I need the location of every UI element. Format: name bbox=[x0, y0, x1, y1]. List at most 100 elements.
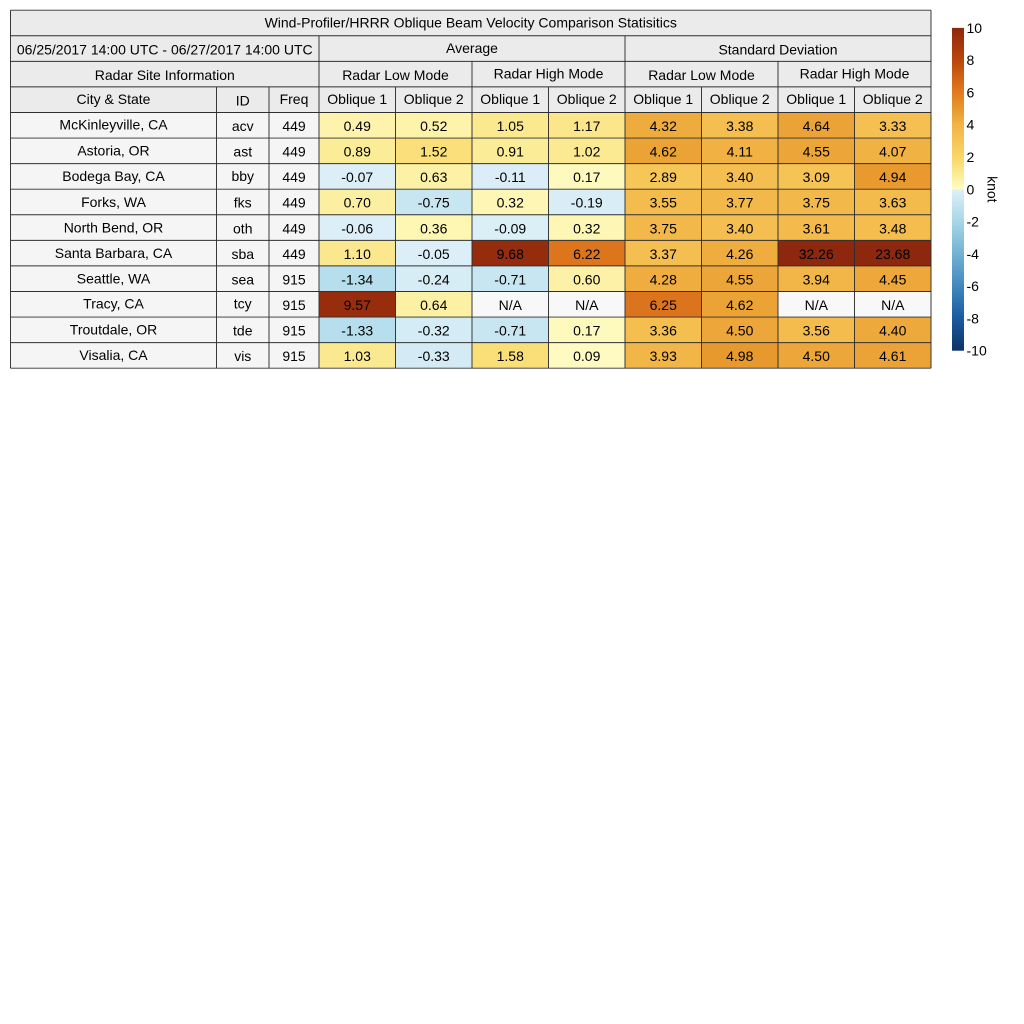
svg-text:N/A: N/A bbox=[881, 297, 905, 313]
svg-text:4.40: 4.40 bbox=[879, 323, 906, 339]
svg-text:4.62: 4.62 bbox=[650, 144, 677, 160]
svg-text:0.70: 0.70 bbox=[344, 195, 371, 211]
svg-text:-0.06: -0.06 bbox=[341, 220, 373, 236]
svg-text:1.02: 1.02 bbox=[573, 144, 600, 160]
svg-text:-10: -10 bbox=[967, 343, 987, 359]
svg-text:4.62: 4.62 bbox=[726, 297, 753, 313]
svg-text:1.52: 1.52 bbox=[420, 144, 447, 160]
svg-text:Oblique 1: Oblique 1 bbox=[786, 91, 846, 107]
svg-text:449: 449 bbox=[282, 118, 306, 134]
svg-text:3.61: 3.61 bbox=[803, 220, 830, 236]
svg-text:4.45: 4.45 bbox=[879, 271, 906, 287]
svg-text:3.40: 3.40 bbox=[726, 220, 753, 236]
svg-text:0: 0 bbox=[967, 181, 975, 197]
svg-text:06/25/2017 14:00 UTC - 06/27/2: 06/25/2017 14:00 UTC - 06/27/2017 14:00 … bbox=[17, 41, 313, 57]
svg-text:4.07: 4.07 bbox=[879, 144, 906, 160]
svg-text:Bodega Bay, CA: Bodega Bay, CA bbox=[62, 168, 165, 184]
svg-text:tcy: tcy bbox=[234, 296, 252, 312]
svg-text:0.89: 0.89 bbox=[344, 144, 371, 160]
svg-text:Oblique 1: Oblique 1 bbox=[327, 91, 387, 107]
svg-text:Oblique 1: Oblique 1 bbox=[633, 91, 693, 107]
svg-text:Radar Low Mode: Radar Low Mode bbox=[648, 67, 755, 83]
svg-text:-8: -8 bbox=[967, 310, 980, 326]
svg-text:4.61: 4.61 bbox=[879, 348, 906, 364]
svg-text:Seattle, WA: Seattle, WA bbox=[77, 271, 151, 287]
svg-text:4.32: 4.32 bbox=[650, 118, 677, 134]
svg-text:Radar High Mode: Radar High Mode bbox=[800, 65, 910, 81]
svg-text:-1.33: -1.33 bbox=[341, 323, 373, 339]
svg-text:1.10: 1.10 bbox=[344, 246, 371, 262]
svg-text:-2: -2 bbox=[967, 214, 980, 230]
svg-text:-0.32: -0.32 bbox=[418, 323, 450, 339]
svg-text:3.94: 3.94 bbox=[803, 271, 830, 287]
svg-text:0.60: 0.60 bbox=[573, 271, 600, 287]
svg-text:4.26: 4.26 bbox=[726, 246, 753, 262]
svg-text:McKinleyville, CA: McKinleyville, CA bbox=[59, 117, 168, 133]
svg-text:915: 915 bbox=[282, 271, 306, 287]
svg-text:N/A: N/A bbox=[499, 297, 523, 313]
svg-text:6.22: 6.22 bbox=[573, 246, 600, 262]
svg-text:3.40: 3.40 bbox=[726, 169, 753, 185]
svg-text:-0.71: -0.71 bbox=[494, 323, 526, 339]
svg-text:3.75: 3.75 bbox=[650, 220, 677, 236]
svg-text:knot: knot bbox=[985, 176, 1001, 203]
svg-text:3.55: 3.55 bbox=[650, 195, 677, 211]
svg-text:915: 915 bbox=[282, 323, 306, 339]
svg-text:9.57: 9.57 bbox=[344, 297, 371, 313]
svg-text:Oblique 2: Oblique 2 bbox=[863, 91, 923, 107]
svg-text:6.25: 6.25 bbox=[650, 297, 677, 313]
svg-text:-0.75: -0.75 bbox=[418, 195, 450, 211]
svg-text:8: 8 bbox=[967, 52, 975, 68]
svg-text:Freq: Freq bbox=[280, 91, 309, 107]
svg-text:0.91: 0.91 bbox=[497, 144, 524, 160]
svg-text:Wind-Profiler/HRRR Oblique Bea: Wind-Profiler/HRRR Oblique Beam Velocity… bbox=[265, 14, 677, 30]
svg-text:0.17: 0.17 bbox=[573, 323, 600, 339]
svg-text:-1.34: -1.34 bbox=[341, 271, 373, 287]
svg-text:3.93: 3.93 bbox=[650, 348, 677, 364]
svg-text:Standard Deviation: Standard Deviation bbox=[718, 41, 837, 57]
svg-text:Oblique 2: Oblique 2 bbox=[404, 91, 464, 107]
svg-text:-0.07: -0.07 bbox=[341, 169, 373, 185]
svg-text:32.26: 32.26 bbox=[799, 246, 834, 262]
svg-text:Visalia, CA: Visalia, CA bbox=[79, 347, 148, 363]
svg-text:449: 449 bbox=[282, 195, 306, 211]
svg-text:acv: acv bbox=[232, 118, 254, 134]
svg-text:1.03: 1.03 bbox=[344, 348, 371, 364]
svg-text:4.50: 4.50 bbox=[803, 348, 830, 364]
svg-text:-0.05: -0.05 bbox=[418, 246, 450, 262]
svg-text:23.68: 23.68 bbox=[875, 246, 910, 262]
svg-text:N/A: N/A bbox=[805, 297, 829, 313]
svg-text:N/A: N/A bbox=[575, 297, 599, 313]
svg-text:0.63: 0.63 bbox=[420, 169, 447, 185]
svg-text:0.36: 0.36 bbox=[420, 220, 447, 236]
svg-text:0.09: 0.09 bbox=[573, 348, 600, 364]
svg-text:Oblique 2: Oblique 2 bbox=[557, 91, 617, 107]
svg-text:3.63: 3.63 bbox=[879, 195, 906, 211]
svg-text:fks: fks bbox=[234, 195, 252, 211]
svg-text:4.64: 4.64 bbox=[803, 118, 830, 134]
svg-text:Troutdale, OR: Troutdale, OR bbox=[70, 322, 157, 338]
svg-text:Forks, WA: Forks, WA bbox=[81, 194, 146, 210]
svg-text:City & State: City & State bbox=[77, 91, 151, 107]
svg-text:-0.09: -0.09 bbox=[494, 220, 526, 236]
svg-text:3.09: 3.09 bbox=[803, 169, 830, 185]
svg-text:0.17: 0.17 bbox=[573, 169, 600, 185]
svg-text:vis: vis bbox=[234, 348, 251, 364]
svg-text:4: 4 bbox=[967, 117, 975, 133]
svg-text:-0.19: -0.19 bbox=[571, 195, 603, 211]
svg-text:4.55: 4.55 bbox=[726, 271, 753, 287]
svg-text:Radar Low Mode: Radar Low Mode bbox=[342, 67, 449, 83]
svg-text:449: 449 bbox=[282, 246, 306, 262]
svg-text:6: 6 bbox=[967, 84, 975, 100]
svg-text:4.50: 4.50 bbox=[726, 323, 753, 339]
svg-text:-0.33: -0.33 bbox=[418, 348, 450, 364]
svg-text:449: 449 bbox=[282, 169, 306, 185]
svg-text:1.05: 1.05 bbox=[497, 118, 524, 134]
svg-text:4.55: 4.55 bbox=[803, 144, 830, 160]
svg-text:449: 449 bbox=[282, 144, 306, 160]
svg-text:4.28: 4.28 bbox=[650, 271, 677, 287]
svg-text:bby: bby bbox=[231, 168, 254, 184]
svg-text:oth: oth bbox=[233, 220, 252, 236]
svg-text:0.32: 0.32 bbox=[497, 195, 524, 211]
svg-text:Oblique 1: Oblique 1 bbox=[480, 91, 540, 107]
